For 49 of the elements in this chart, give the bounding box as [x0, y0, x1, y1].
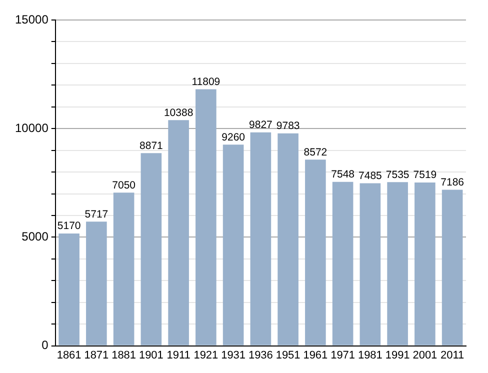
data-label: 7050: [112, 179, 136, 192]
data-label: 9783: [276, 120, 300, 132]
data-label: 7519: [413, 169, 437, 182]
bar: [222, 144, 244, 346]
x-tick-label: 1991: [385, 349, 410, 362]
bar: [86, 222, 107, 346]
x-tick-label: 2011: [440, 349, 464, 362]
x-tick-label: 1981: [358, 349, 382, 362]
bar: [442, 190, 463, 346]
x-tick-label: 1921: [194, 349, 218, 362]
x-tick-label: 1961: [303, 349, 328, 362]
bar: [387, 182, 408, 346]
bar: [360, 183, 381, 346]
x-tick-label: 1931: [221, 349, 246, 362]
y-tick-label: 5000: [22, 230, 49, 244]
x-tick-label: 1861: [56, 349, 82, 362]
data-label: 8572: [304, 146, 328, 158]
y-tick-label: 10000: [14, 120, 49, 135]
bar: [196, 89, 216, 346]
data-label: 8871: [140, 140, 164, 152]
data-label: 9260: [222, 131, 246, 144]
bar: [250, 132, 272, 346]
bar: [332, 182, 354, 346]
data-label: 5170: [57, 220, 81, 232]
x-tick-label: 1901: [138, 349, 164, 362]
data-label: 11809: [192, 76, 220, 88]
data-label: 7548: [331, 168, 355, 180]
bar: [414, 182, 436, 346]
bar: [305, 160, 326, 346]
y-tick-label: 0: [42, 338, 49, 352]
bar: [58, 234, 80, 346]
x-tick-label: 1881: [112, 349, 136, 362]
y-tick-label: 15000: [14, 12, 49, 26]
data-label: 7186: [440, 176, 464, 188]
data-label: 5717: [84, 208, 108, 220]
bar: [140, 153, 162, 346]
x-tick-label: 1951: [276, 349, 300, 362]
data-label: 7535: [386, 168, 410, 181]
x-tick-label: 1911: [166, 349, 190, 362]
x-tick-label: 1871: [84, 349, 109, 362]
bar: [278, 133, 298, 346]
data-label: 10388: [164, 106, 194, 119]
bar: [113, 192, 134, 346]
x-tick-label: 2001: [412, 349, 438, 362]
data-label: 7485: [358, 170, 382, 182]
x-tick-label: 1971: [330, 349, 356, 362]
bar: [168, 120, 189, 346]
x-tick-label: 1936: [248, 349, 273, 362]
data-label: 9827: [249, 119, 273, 131]
